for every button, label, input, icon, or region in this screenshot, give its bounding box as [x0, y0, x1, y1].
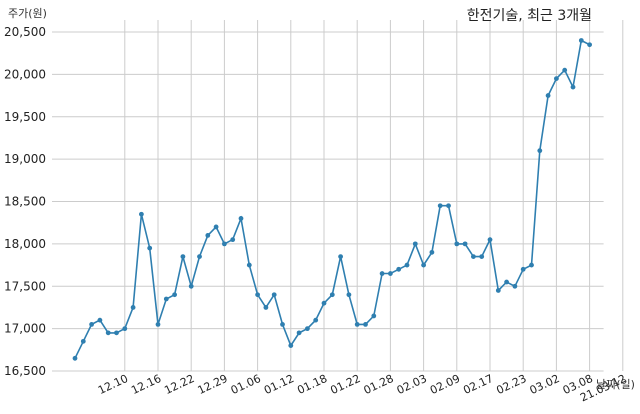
data-point [471, 254, 476, 259]
data-point [454, 241, 460, 247]
x-tick-label: 01.18 [295, 372, 329, 397]
x-tick-label: 12.16 [129, 372, 163, 397]
data-point [238, 216, 244, 221]
data-point [570, 84, 576, 90]
data-point [313, 317, 319, 323]
data-point [130, 305, 136, 310]
data-point [537, 148, 543, 154]
data-point [163, 296, 169, 302]
data-point [545, 93, 551, 98]
chart-title: 한전기술, 최근 3개월 [466, 8, 592, 24]
data-point [363, 321, 368, 327]
data-point [222, 241, 227, 247]
data-point [122, 326, 128, 332]
data-point [296, 330, 302, 336]
y-axis: 16,500 17,000 17,500 18,000 18,500 19,000 19,5… [4, 25, 46, 378]
data-point [529, 262, 534, 268]
x-tick-label: 12.10 [96, 372, 130, 397]
series-line [74, 39, 590, 359]
data-point [255, 292, 260, 298]
data-point [437, 203, 443, 209]
data-point [346, 292, 352, 298]
data-point [89, 321, 94, 327]
grid [52, 20, 624, 372]
data-point [72, 355, 78, 361]
data-point [479, 254, 485, 259]
x-tick-label: 12.22 [162, 372, 196, 397]
data-point [388, 271, 393, 276]
x-tick-label: 03.02 [528, 372, 562, 397]
data-point [512, 283, 518, 289]
data-point [495, 288, 501, 293]
data-point [520, 266, 526, 272]
data-point [280, 321, 285, 327]
data-point [197, 254, 202, 259]
data-point [504, 279, 509, 285]
data-point [338, 254, 343, 259]
data-point [321, 300, 327, 306]
x-axis: 12.10 12.16 12.22 12.29 01.06 01.12 01.18 01.22… [96, 372, 628, 404]
y-tick-label: 19,000 [4, 152, 46, 166]
data-point [412, 241, 418, 247]
data-point [396, 266, 402, 272]
y-tick-label: 20,500 [4, 25, 46, 39]
data-point [97, 317, 103, 323]
x-tick-label: 02.03 [395, 372, 429, 397]
data-point [288, 343, 294, 348]
x-tick-label: 12.29 [196, 372, 230, 397]
x-tick-label: 02.17 [461, 372, 495, 397]
y-tick-label: 18,000 [4, 237, 46, 251]
data-point [230, 237, 236, 243]
y-tick-label: 16,500 [4, 364, 46, 378]
data-point [562, 67, 568, 73]
data-point [80, 338, 86, 344]
data-point [421, 262, 426, 268]
data-point [172, 292, 178, 298]
data-point [578, 38, 584, 43]
y-tick-label: 18,500 [4, 195, 46, 209]
x-axis-label: 날짜(일) [596, 378, 635, 391]
x-tick-label: 02.09 [428, 372, 462, 397]
y-tick-label: 20,000 [4, 67, 46, 81]
data-point [587, 42, 592, 48]
data-point [371, 313, 377, 319]
series-points [72, 38, 592, 361]
data-point [147, 245, 153, 251]
x-tick-label: 01.06 [229, 372, 263, 397]
data-point [188, 283, 194, 289]
data-point [246, 262, 252, 268]
data-point [487, 237, 493, 243]
data-point [404, 262, 410, 268]
data-point [329, 292, 335, 298]
data-point [114, 330, 119, 336]
data-point [180, 254, 186, 259]
data-point [213, 224, 219, 230]
data-point [205, 233, 211, 238]
y-tick-label: 17,500 [4, 279, 46, 293]
y-tick-label: 17,000 [4, 322, 46, 336]
data-point [429, 249, 435, 255]
data-point [462, 241, 468, 247]
x-tick-label: 01.22 [328, 372, 362, 397]
price-line [74, 39, 590, 359]
data-point [271, 292, 277, 298]
data-point [554, 76, 559, 82]
x-tick-label: 01.28 [362, 372, 396, 397]
y-axis-label: 주가(원) [8, 7, 47, 20]
data-point [305, 326, 310, 332]
data-point [379, 271, 385, 276]
data-point [155, 321, 161, 327]
x-tick-label: 01.12 [262, 372, 296, 397]
data-point [263, 305, 269, 310]
x-tick-label: 02.23 [494, 372, 528, 397]
data-point [105, 330, 111, 336]
data-point [354, 321, 360, 327]
data-point [446, 203, 451, 209]
data-point [139, 211, 144, 217]
y-tick-label: 19,500 [4, 110, 46, 124]
